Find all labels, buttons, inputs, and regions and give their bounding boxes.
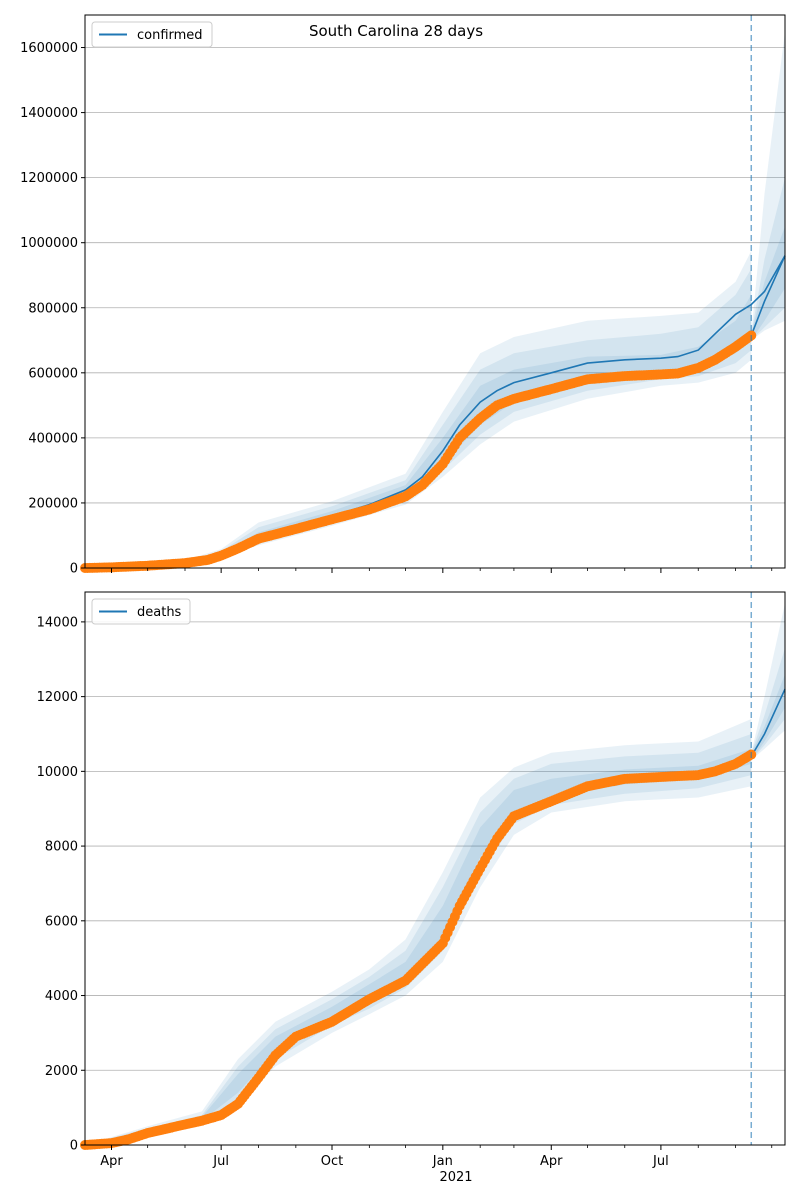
- x-tick-label: Jul: [652, 1154, 669, 1169]
- y-tick-label: 0: [70, 1139, 78, 1154]
- legend-label: confirmed: [137, 28, 203, 43]
- model-line: [84, 255, 786, 569]
- y-tick-label: 1400000: [20, 106, 78, 121]
- uncertainty-band: [85, 748, 752, 1145]
- axes-frame: [84, 14, 786, 569]
- y-tick-label: 0: [70, 562, 78, 577]
- x-tick-label: Apr: [100, 1154, 123, 1169]
- uncertainty-band: [85, 250, 752, 569]
- y-tick-label: 8000: [45, 840, 78, 855]
- legend-box: [91, 21, 213, 48]
- y-tick-label: 12000: [37, 690, 78, 705]
- x-tick-label: Jul: [212, 1154, 229, 1169]
- uncertainty-band: [85, 734, 752, 1145]
- uncertainty-band: [751, 603, 785, 761]
- uncertainty-band: [751, 177, 785, 341]
- x-year-label: 2021: [439, 1170, 472, 1185]
- y-tick-label: 1000000: [20, 236, 78, 251]
- uncertainty-band: [85, 719, 752, 1145]
- deaths-panel: 0 2000 4000 6000 8000 10000 12000 14000 Apr Jul Oc…: [37, 591, 786, 1169]
- uncertainty-band: [751, 648, 785, 761]
- x-tick-label: Jan: [432, 1154, 453, 1169]
- legend-label: deaths: [137, 605, 182, 620]
- model-line: [750, 688, 786, 757]
- uncertainty-band: [751, 31, 785, 341]
- confirmed-panel: 0 200000 400000 600000 800000 1000000 1200000 1…: [20, 14, 786, 577]
- y-tick-label: 1200000: [20, 171, 78, 186]
- y-tick-label: 200000: [28, 496, 78, 511]
- forecast-line: [750, 255, 786, 336]
- y-tick-label: 600000: [28, 366, 78, 381]
- y-tick-label: 1600000: [20, 41, 78, 56]
- uncertainty-band: [85, 268, 752, 568]
- y-tick-label: 400000: [28, 431, 78, 446]
- observed-series: [80, 749, 757, 1150]
- x-tick-label: Oct: [321, 1154, 343, 1169]
- y-tick-label: 10000: [37, 765, 78, 780]
- uncertainty-band: [751, 674, 785, 761]
- figure-title: South Carolina 28 days: [309, 22, 483, 40]
- y-tick-label: 800000: [28, 301, 78, 316]
- y-tick-label: 2000: [45, 1064, 78, 1079]
- y-tick-label: 6000: [45, 914, 78, 929]
- y-tick-label: 14000: [37, 615, 78, 630]
- legend-box: [91, 598, 191, 625]
- x-tick-label: Apr: [540, 1154, 563, 1169]
- observed-series: [80, 330, 757, 573]
- legend: deaths: [91, 598, 191, 625]
- y-tick-label: 4000: [45, 989, 78, 1004]
- axes-frame: [84, 591, 786, 1146]
- legend: confirmed: [91, 21, 213, 48]
